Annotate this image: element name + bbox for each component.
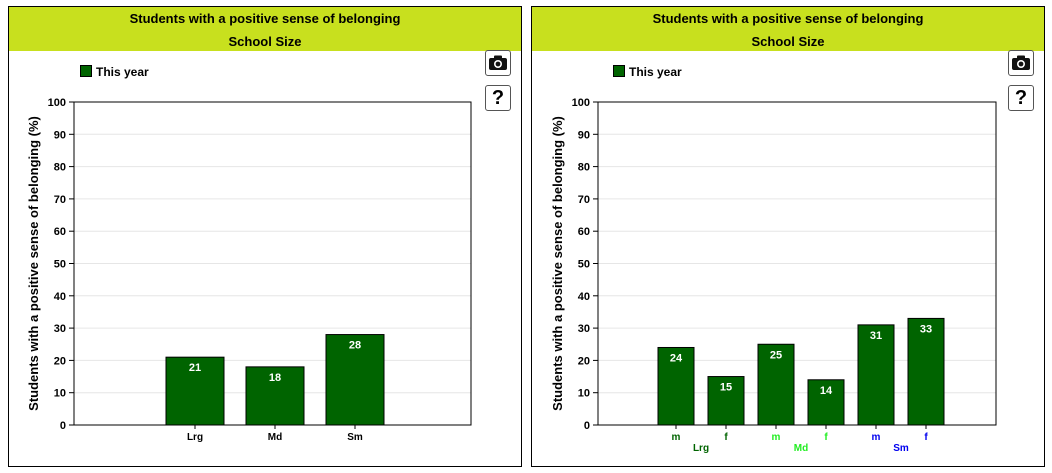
chart-title: Students with a positive sense of belong… (652, 11, 924, 26)
x-tick-label: Lrg (187, 432, 203, 443)
plot-area (597, 101, 997, 426)
bar (807, 379, 845, 426)
legend: This year (613, 65, 682, 79)
x-group-label: Lrg (693, 443, 709, 454)
x-tick-label: m (672, 432, 681, 443)
bar-value-label: 15 (720, 382, 732, 394)
x-group-label: Md (794, 443, 808, 454)
bar-value-label: 25 (770, 349, 782, 361)
y-tick-label: 50 (54, 259, 66, 271)
chart-title: Students with a positive sense of belong… (129, 11, 401, 26)
bar-chart-left: 0 10 20 30 40 50 60 70 80 90 100 Students with a po… (26, 97, 472, 443)
bar-value-label: 31 (870, 330, 882, 342)
bar (657, 346, 695, 426)
bar (857, 324, 895, 426)
bar-value-label: 21 (189, 362, 201, 374)
y-tick-label: 80 (54, 162, 66, 174)
x-tick-label: m (772, 432, 781, 443)
y-tick-label: 40 (578, 291, 590, 303)
bar-value-label: 28 (349, 340, 361, 352)
y-tick-label: 70 (54, 194, 66, 206)
camera-icon (1012, 55, 1030, 70)
chart-subtitle: School Size (751, 34, 825, 49)
y-tick-label: 10 (54, 388, 66, 400)
bar-value-label: 18 (269, 372, 281, 384)
y-tick-label: 30 (54, 323, 66, 335)
x-tick-label: f (824, 432, 828, 443)
y-tick-label: 0 (60, 420, 66, 432)
legend-label: This year (629, 65, 682, 79)
bar (907, 317, 945, 426)
y-tick-label: 60 (54, 226, 66, 238)
x-tick-label: Md (268, 432, 282, 443)
y-tick-label: 60 (578, 226, 590, 238)
bar-value-label: 24 (670, 352, 683, 364)
y-tick-label: 20 (54, 355, 66, 367)
chart-panel-left: Students with a positive sense of belong… (8, 6, 522, 467)
y-tick-label: 90 (578, 129, 590, 141)
help-button[interactable]: ? (1008, 85, 1034, 111)
bar-value-label: 14 (820, 385, 833, 397)
x-tick-label: f (724, 432, 728, 443)
chart-panel-right: Students with a positive sense of belong… (531, 6, 1045, 467)
legend-swatch (613, 65, 625, 77)
help-icon: ? (1014, 87, 1028, 109)
y-tick-label: 30 (578, 323, 590, 335)
y-axis-title: Students with a positive sense of belong… (550, 116, 565, 411)
y-tick-label: 100 (572, 97, 590, 109)
x-tick-label: m (872, 432, 881, 443)
panel-header: Students with a positive sense of belong… (532, 7, 1044, 51)
bar (165, 356, 225, 426)
y-tick-label: 80 (578, 162, 590, 174)
chart-subtitle: School Size (228, 34, 302, 49)
y-tick-label: 20 (578, 355, 590, 367)
bar (245, 366, 305, 426)
help-icon: ? (491, 87, 505, 109)
y-tick-label: 70 (578, 194, 590, 206)
y-tick-label: 100 (48, 97, 66, 109)
panel-header: Students with a positive sense of belong… (9, 7, 521, 51)
bar (707, 376, 745, 426)
legend: This year (80, 65, 149, 79)
camera-button[interactable] (1008, 50, 1034, 76)
legend-label: This year (96, 65, 149, 79)
y-axis-title: Students with a positive sense of belong… (26, 116, 41, 411)
bar-chart-right: 0 10 20 30 40 50 60 70 80 90 100 Students with a po… (550, 97, 997, 454)
camera-button[interactable] (485, 50, 511, 76)
bar (757, 343, 795, 426)
x-tick-label: f (924, 432, 928, 443)
x-group-label: Sm (893, 443, 909, 454)
camera-icon (489, 55, 507, 70)
y-tick-label: 0 (584, 420, 590, 432)
legend-swatch (80, 65, 92, 77)
help-button[interactable]: ? (485, 85, 511, 111)
y-tick-label: 50 (578, 259, 590, 271)
y-tick-label: 10 (578, 388, 590, 400)
y-tick-label: 40 (54, 291, 66, 303)
x-tick-label: Sm (347, 432, 363, 443)
bar-value-label: 33 (920, 323, 932, 335)
y-tick-label: 90 (54, 129, 66, 141)
